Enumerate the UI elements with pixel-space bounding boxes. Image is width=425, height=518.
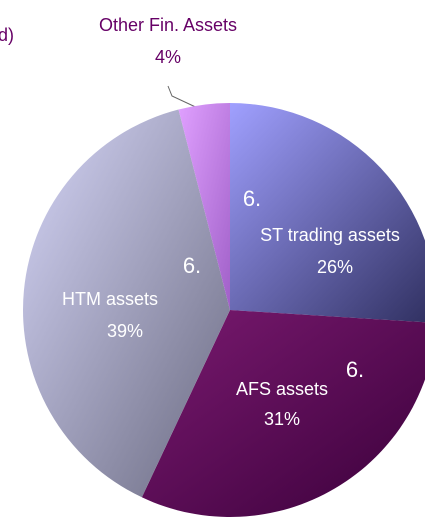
chart-title: d) (0, 25, 14, 45)
pie-slice (141, 310, 425, 517)
annotation: 6. (346, 357, 364, 382)
slice-label: ST trading assets (260, 225, 400, 245)
slice-label: AFS assets (236, 379, 328, 399)
slice-value-label: 4% (155, 47, 181, 67)
pie-slice (23, 109, 230, 498)
slice-label: Other Fin. Assets (99, 15, 237, 35)
slice-value-label: 31% (264, 409, 300, 429)
annotation: 6. (243, 186, 261, 211)
leader-line (167, 85, 203, 111)
pie-slice (230, 103, 425, 323)
pie-slice (178, 103, 230, 310)
annotation: 6. (183, 253, 201, 278)
slice-value-label: 39% (107, 321, 143, 341)
slice-value-label: 26% (317, 257, 353, 277)
slice-label: HTM assets (62, 289, 158, 309)
